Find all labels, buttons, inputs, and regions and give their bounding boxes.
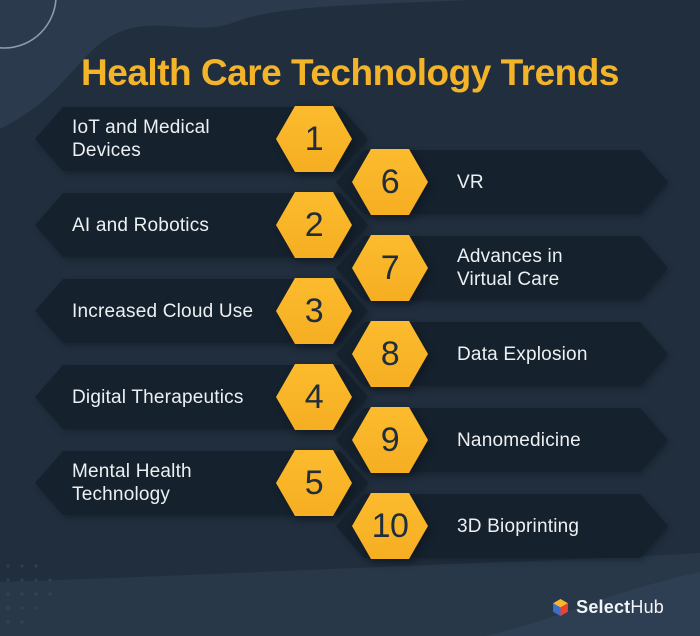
trend-number: 6 [380, 162, 400, 201]
trend-number: 9 [380, 420, 400, 459]
number-badge: 6 [352, 149, 428, 215]
bottom-right-wave [485, 572, 700, 636]
trend-number: 5 [304, 463, 324, 502]
number-badge: 8 [352, 321, 428, 387]
trend-label: Increased Cloud Use [72, 300, 254, 322]
number-badge: 2 [276, 192, 352, 258]
trend-label: Nanomedicine [457, 429, 581, 451]
trend-number: 10 [371, 506, 409, 545]
trend-number: 2 [304, 205, 324, 244]
trend-label: VR [457, 171, 484, 193]
trend-label: AI and Robotics [72, 214, 210, 236]
page-title: Health Care Technology Trends [81, 51, 619, 93]
trend-label: Mental Health Technology [72, 461, 192, 505]
trend-number: 4 [304, 377, 324, 416]
selecthub-logo: SelectHub [552, 597, 664, 618]
trend-label: IoT and Medical Devices [72, 117, 210, 161]
trend-number: 3 [304, 291, 324, 330]
number-badge: 1 [276, 106, 352, 172]
number-badge: 4 [276, 364, 352, 430]
trend-label: Data Explosion [457, 343, 588, 365]
trend-number: 1 [304, 119, 324, 158]
trend-label: Digital Therapeutics [72, 386, 244, 408]
trend-label: 3D Bioprinting [457, 515, 580, 537]
number-badge: 3 [276, 278, 352, 344]
trend-number: 7 [380, 248, 400, 287]
circle-outline [0, 0, 57, 49]
number-badge: 7 [352, 235, 428, 301]
dot-grid [6, 564, 52, 624]
trend-number: 8 [380, 334, 400, 373]
number-badge: 9 [352, 407, 428, 473]
selecthub-wordmark: SelectHub [576, 597, 664, 617]
number-badge: 5 [276, 450, 352, 516]
top-left-wave [0, 0, 470, 129]
number-badge: 10 [352, 493, 428, 559]
selecthub-cube-icon [553, 599, 569, 616]
trend-label: Advances in Virtual Care [457, 246, 563, 290]
bottom-band [0, 553, 700, 636]
